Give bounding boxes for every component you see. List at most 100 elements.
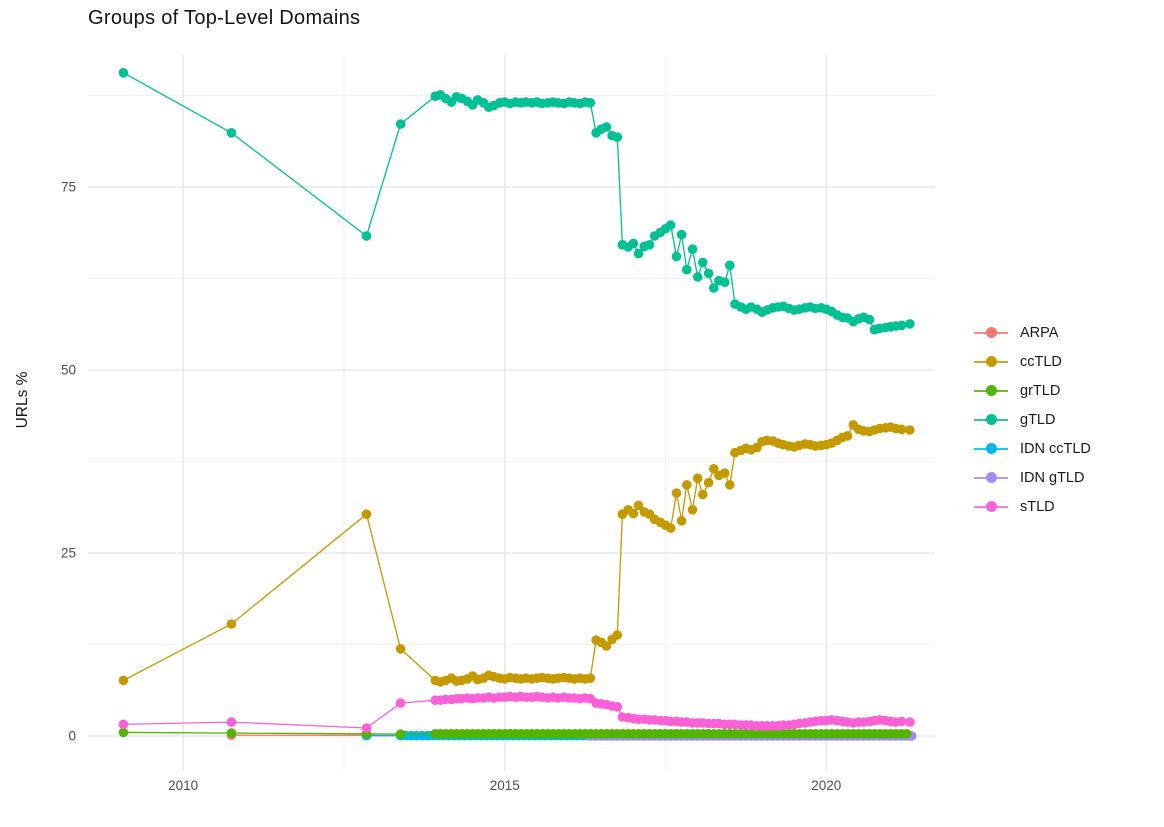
legend-item-label: IDN gTLD [1020,469,1085,486]
legend-key-dot [985,472,997,483]
series-grtld [118,727,912,739]
x-tick-label: 2015 [490,778,520,793]
data-point [905,425,915,435]
data-point [676,229,687,240]
data-point [682,264,692,275]
data-point [698,489,708,500]
x-tick-label: 2020 [811,778,841,793]
data-point [703,477,714,488]
legend-item-gtld: gTLD [974,409,1091,430]
data-point [864,314,875,325]
data-point [665,220,676,230]
data-point [628,238,639,249]
data-point [633,248,644,259]
legend-key [974,409,1008,430]
data-point [687,244,698,254]
legend-key-dot [985,327,997,338]
data-point [676,516,687,526]
legend-item-arpa: ARPA [974,322,1091,343]
data-point [361,509,372,519]
legend-key-dot [985,356,997,367]
data-point [361,723,372,733]
legend-item-label: sTLD [1020,498,1055,515]
y-tick-label: 75 [61,179,76,194]
data-point [395,119,406,129]
data-point [226,717,237,727]
data-point [725,480,735,490]
chart-title: Groups of Top-Level Domains [88,7,361,29]
data-point [118,727,129,738]
data-point [585,98,596,108]
data-point [896,716,907,727]
x-tick-label: 2010 [168,778,198,793]
data-point [709,283,719,293]
data-point [665,523,676,533]
data-point [226,619,237,629]
data-point [395,644,406,654]
series-gtld [118,68,915,335]
data-point [842,431,853,441]
data-point [612,702,623,712]
legend-item-label: IDN ccTLD [1020,440,1091,457]
legend-key [974,438,1008,459]
legend-item-label: ARPA [1020,324,1059,341]
data-point [682,480,692,490]
data-point [709,464,719,474]
series-stld [118,691,915,733]
legend-item-label: grTLD [1020,382,1061,399]
data-point [395,729,406,739]
legend-item-label: ccTLD [1020,353,1062,370]
data-point [612,630,623,640]
legend-key-dot [985,501,997,512]
data-point [226,728,237,738]
data-point [703,268,714,279]
legend-key [974,351,1008,372]
legend-item-cctld: ccTLD [974,351,1091,372]
data-point [612,132,623,142]
legend-item-label: gTLD [1020,411,1056,428]
data-point [692,272,703,282]
data-point [719,277,730,288]
legend-item-stld: sTLD [974,496,1091,517]
data-point [118,68,129,78]
legend-item-grtld: grTLD [974,380,1091,401]
legend-key [974,467,1008,488]
series-line [123,72,911,331]
legend-key [974,322,1008,343]
data-point [601,122,612,132]
data-point [118,719,129,730]
y-tick-label: 25 [61,546,76,561]
data-point [601,641,612,651]
data-point [628,508,639,519]
data-point [644,240,655,250]
y-tick-label: 0 [68,729,76,744]
data-point [905,717,915,727]
data-point [698,257,708,268]
data-point [725,260,735,271]
data-point [118,675,129,686]
data-point [896,320,907,331]
data-point [361,231,372,241]
series-cctld [118,420,915,687]
data-point [687,505,698,515]
legend-key-dot [985,443,997,454]
legend-item-idn-cctld: IDN ccTLD [974,438,1091,459]
data-point [671,251,682,262]
legend-key [974,380,1008,401]
data-point [905,319,915,329]
data-point [896,424,907,435]
data-point [719,468,730,479]
data-point [633,500,644,511]
legend-item-idn-gtld: IDN gTLD [974,467,1091,488]
legend-key [974,496,1008,517]
data-point [585,673,596,683]
legend: ARPA ccTLD grTLD gTLD IDN ccTLD IDN gTLD sTLD [974,322,1091,517]
data-point [692,473,703,484]
data-point [226,128,237,138]
legend-key-dot [985,414,997,425]
y-tick-label: 50 [61,363,76,378]
legend-key-dot [985,385,997,396]
data-point [671,488,682,498]
